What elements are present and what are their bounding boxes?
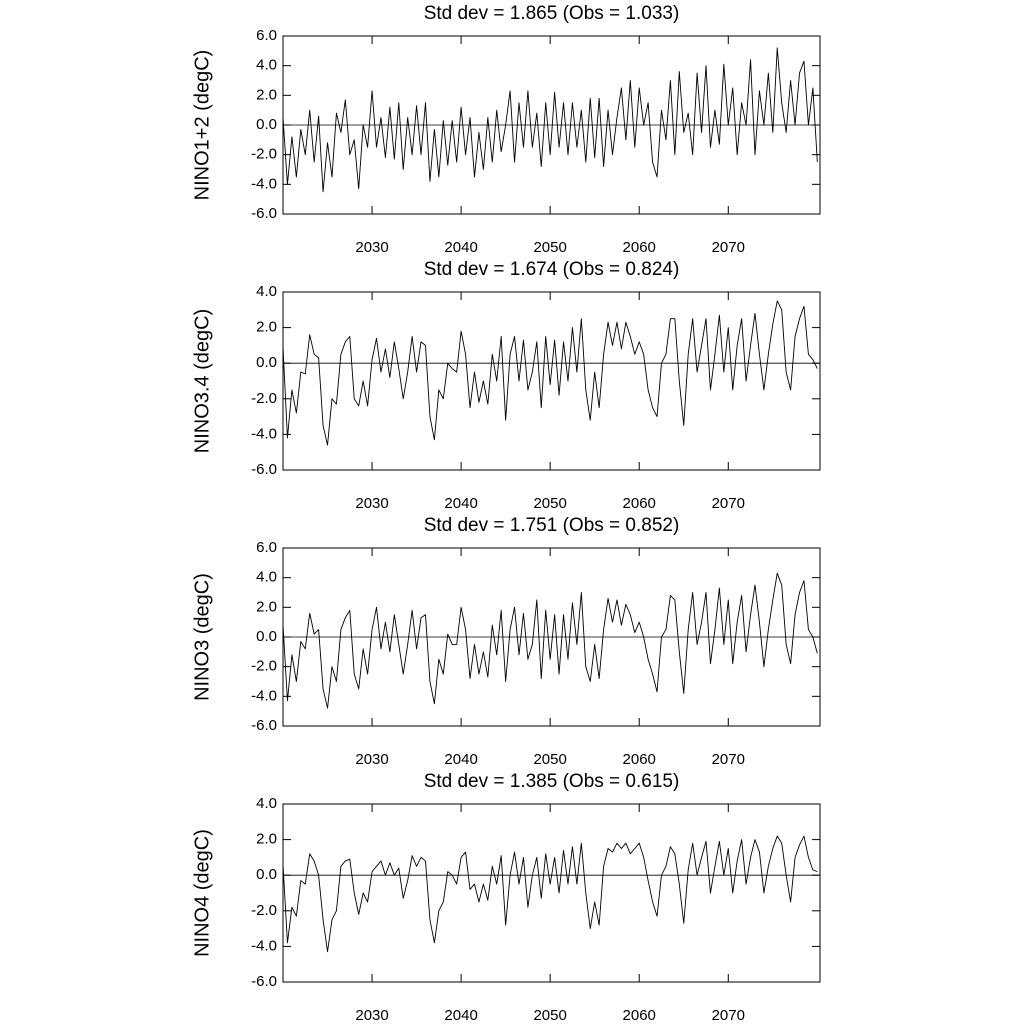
y-tick-label: -6.0 xyxy=(251,717,277,734)
panel: Std dev = 1.385 (Obs = 0.615) NINO4 (degC… xyxy=(191,771,821,1024)
y-tick-label: 6.0 xyxy=(256,539,277,556)
y-axis-label: NINO1+2 (degC) xyxy=(191,50,213,201)
plot-frame xyxy=(282,291,821,471)
y-tick-label: -2.0 xyxy=(251,902,277,919)
panel-title: Std dev = 1.674 (Obs = 0.824) xyxy=(424,259,680,280)
x-tick-label: 2070 xyxy=(712,239,745,256)
x-tick-label: 2040 xyxy=(444,495,477,512)
x-tick-label: 2050 xyxy=(533,495,566,512)
x-tick-label: 2030 xyxy=(355,495,388,512)
y-axis-label: NINO3.4 (degC) xyxy=(191,309,213,454)
y-tick-label: -6.0 xyxy=(251,205,277,222)
y-tick-label: 4.0 xyxy=(256,57,277,74)
data-line xyxy=(282,300,818,446)
panel: Std dev = 1.751 (Obs = 0.852) NINO3 (degC… xyxy=(191,515,821,768)
x-tick-label: 2060 xyxy=(623,751,656,768)
data-line xyxy=(282,47,818,193)
data-line xyxy=(282,835,818,953)
y-axis-label: NINO3 (degC) xyxy=(191,573,213,701)
y-tick-label: 4.0 xyxy=(256,283,277,300)
x-tick-label: 2070 xyxy=(712,495,745,512)
x-tick-label: 2040 xyxy=(444,1007,477,1024)
x-tick-label: 2030 xyxy=(355,239,388,256)
y-tick-label: 4.0 xyxy=(256,795,277,812)
y-tick-label: -2.0 xyxy=(251,390,277,407)
panel-title: Std dev = 1.751 (Obs = 0.852) xyxy=(424,515,680,536)
y-tick-label: -4.0 xyxy=(251,425,277,442)
x-tick-label: 2030 xyxy=(355,751,388,768)
y-tick-label: 0.0 xyxy=(256,628,277,645)
y-tick-label: 2.0 xyxy=(256,319,277,336)
panel-title: Std dev = 1.385 (Obs = 0.615) xyxy=(424,771,680,792)
y-tick-label: -4.0 xyxy=(251,687,277,704)
y-tick-label: 2.0 xyxy=(256,831,277,848)
y-tick-label: -4.0 xyxy=(251,937,277,954)
y-tick-label: -2.0 xyxy=(251,146,277,163)
y-tick-label: 0.0 xyxy=(256,866,277,883)
y-tick-label: -6.0 xyxy=(251,461,277,478)
x-tick-label: 2060 xyxy=(623,495,656,512)
x-tick-label: 2060 xyxy=(623,1007,656,1024)
x-tick-label: 2050 xyxy=(533,239,566,256)
y-tick-label: 6.0 xyxy=(256,27,277,44)
panel: Std dev = 1.865 (Obs = 1.033) NINO1+2 (de… xyxy=(191,3,821,256)
y-tick-label: -6.0 xyxy=(251,973,277,990)
y-tick-label: 4.0 xyxy=(256,569,277,586)
y-axis-label: NINO4 (degC) xyxy=(191,829,213,957)
x-tick-label: 2060 xyxy=(623,239,656,256)
y-tick-label: 2.0 xyxy=(256,86,277,103)
x-tick-label: 2030 xyxy=(355,1007,388,1024)
y-tick-label: 2.0 xyxy=(256,598,277,615)
x-tick-label: 2050 xyxy=(533,1007,566,1024)
x-tick-label: 2040 xyxy=(444,751,477,768)
panel: Std dev = 1.674 (Obs = 0.824) NINO3.4 (de… xyxy=(191,259,821,512)
x-tick-label: 2070 xyxy=(712,751,745,768)
x-tick-label: 2070 xyxy=(712,1007,745,1024)
y-tick-label: 0.0 xyxy=(256,354,277,371)
panel-title: Std dev = 1.865 (Obs = 1.033) xyxy=(424,3,680,24)
y-tick-label: -4.0 xyxy=(251,175,277,192)
plot-frame xyxy=(282,803,821,983)
y-tick-label: 0.0 xyxy=(256,116,277,133)
x-tick-label: 2040 xyxy=(444,239,477,256)
data-line xyxy=(282,572,818,709)
y-tick-label: -2.0 xyxy=(251,658,277,675)
x-tick-label: 2050 xyxy=(533,751,566,768)
